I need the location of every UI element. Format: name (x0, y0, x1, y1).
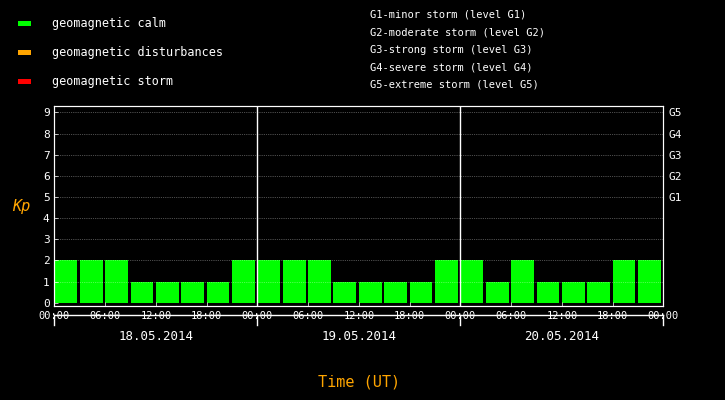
Text: G5-extreme storm (level G5): G5-extreme storm (level G5) (370, 80, 539, 90)
FancyBboxPatch shape (17, 79, 31, 84)
Bar (638, 260, 660, 303)
Text: G2-moderate storm (level G2): G2-moderate storm (level G2) (370, 27, 544, 37)
Text: geomagnetic disturbances: geomagnetic disturbances (52, 46, 223, 59)
Text: geomagnetic calm: geomagnetic calm (52, 17, 167, 30)
Bar (536, 282, 560, 303)
Text: geomagnetic storm: geomagnetic storm (52, 75, 173, 88)
Bar (334, 282, 356, 303)
FancyBboxPatch shape (17, 50, 31, 55)
Text: 19.05.2014: 19.05.2014 (321, 330, 397, 343)
Bar (486, 282, 508, 303)
Text: G4-severe storm (level G4): G4-severe storm (level G4) (370, 62, 532, 72)
Text: Kp: Kp (12, 198, 30, 214)
Text: G3-strong storm (level G3): G3-strong storm (level G3) (370, 45, 532, 55)
Bar (207, 282, 229, 303)
Bar (130, 282, 153, 303)
Text: G1-minor storm (level G1): G1-minor storm (level G1) (370, 10, 526, 20)
Bar (308, 260, 331, 303)
Bar (156, 282, 178, 303)
Text: 18.05.2014: 18.05.2014 (118, 330, 194, 343)
Bar (384, 282, 407, 303)
Bar (232, 260, 254, 303)
Bar (511, 260, 534, 303)
Bar (181, 282, 204, 303)
Bar (587, 282, 610, 303)
Bar (80, 260, 103, 303)
FancyBboxPatch shape (17, 21, 31, 26)
Bar (359, 282, 381, 303)
Bar (410, 282, 432, 303)
Text: 20.05.2014: 20.05.2014 (524, 330, 600, 343)
Bar (105, 260, 128, 303)
Bar (283, 260, 305, 303)
Bar (435, 260, 458, 303)
Text: Time (UT): Time (UT) (318, 374, 400, 390)
Bar (562, 282, 584, 303)
Bar (613, 260, 635, 303)
Bar (257, 260, 280, 303)
Bar (54, 260, 77, 303)
Bar (460, 260, 483, 303)
